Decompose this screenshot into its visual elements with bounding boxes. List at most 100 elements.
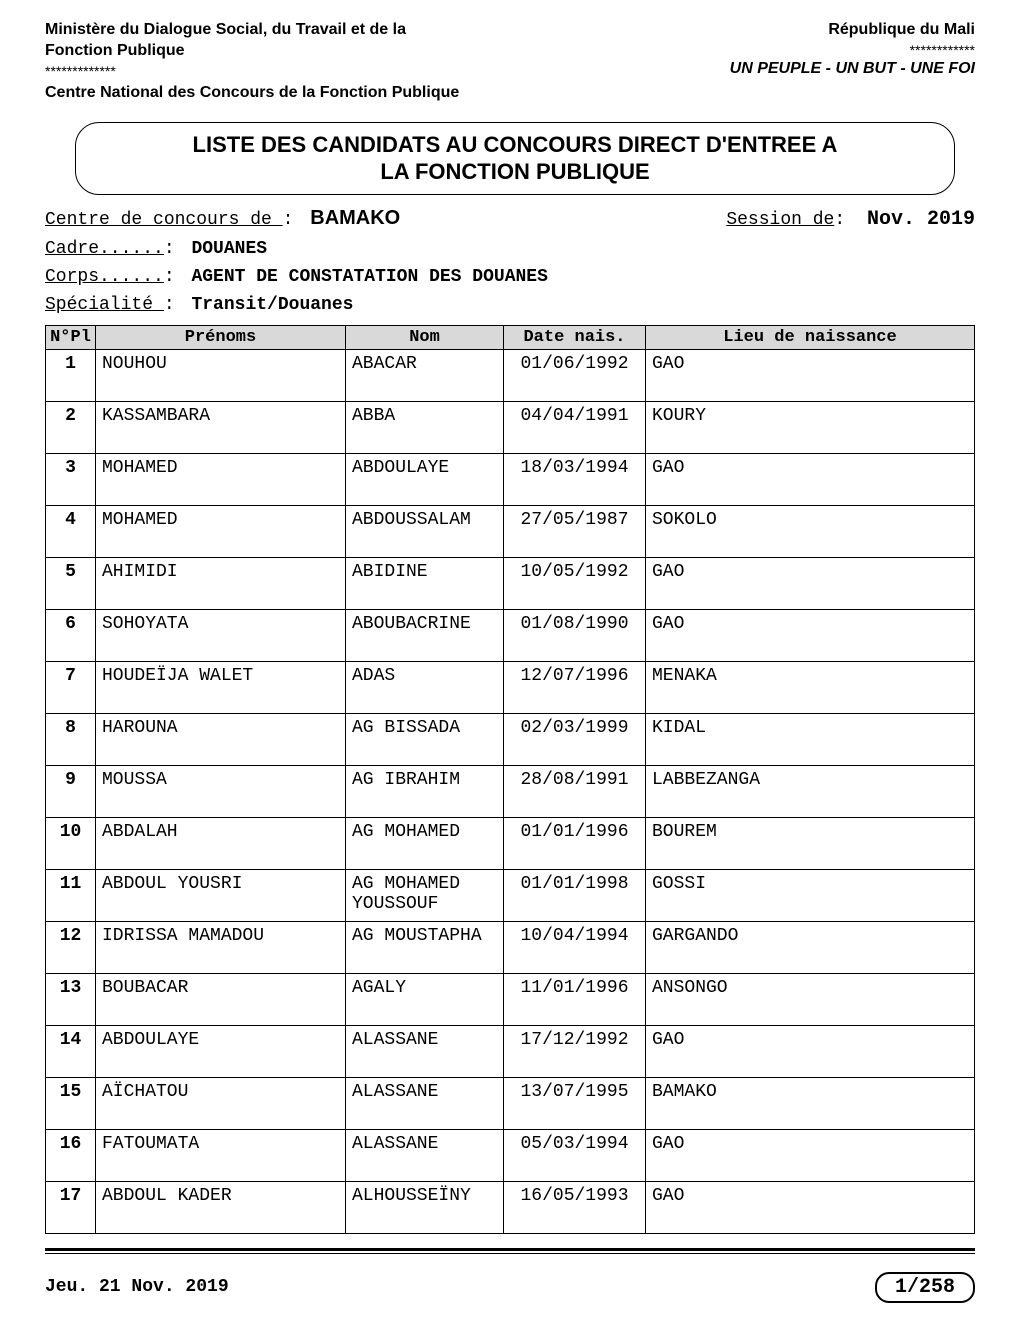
cell-npl: 8 xyxy=(46,713,96,765)
table-row: 17ABDOUL KADERALHOUSSEÏNY16/05/1993GAO xyxy=(46,1181,975,1233)
table-row: 3MOHAMEDABDOULAYE18/03/1994GAO xyxy=(46,453,975,505)
cell-npl: 7 xyxy=(46,661,96,713)
col-header-prenoms: Prénoms xyxy=(96,325,346,349)
cell-date: 01/06/1992 xyxy=(504,349,646,401)
corps-value: AGENT DE CONSTATATION DES DOUANES xyxy=(191,267,547,287)
table-row: 9MOUSSAAG IBRAHIM28/08/1991LABBEZANGA xyxy=(46,765,975,817)
table-row: 15AÏCHATOUALASSANE13/07/1995BAMAKO xyxy=(46,1077,975,1129)
table-row: 5AHIMIDIABIDINE10/05/1992GAO xyxy=(46,557,975,609)
cell-npl: 17 xyxy=(46,1181,96,1233)
cell-nom: ADAS xyxy=(346,661,504,713)
cell-nom: AG IBRAHIM xyxy=(346,765,504,817)
meta-cadre: Cadre......: DOUANES xyxy=(45,239,975,259)
cell-nom: ABACAR xyxy=(346,349,504,401)
cell-date: 04/04/1991 xyxy=(504,401,646,453)
cell-npl: 15 xyxy=(46,1077,96,1129)
cell-npl: 4 xyxy=(46,505,96,557)
centre-label: Centre de concours de xyxy=(45,210,283,230)
col-header-lieu: Lieu de naissance xyxy=(646,325,975,349)
motto: UN PEUPLE - UN BUT - UNE FOI xyxy=(730,60,975,77)
cell-lieu: GAO xyxy=(646,1181,975,1233)
cell-lieu: ANSONGO xyxy=(646,973,975,1025)
cadre-value: DOUANES xyxy=(191,239,267,259)
cell-nom: ALASSANE xyxy=(346,1077,504,1129)
centre-value: BAMAKO xyxy=(310,207,400,230)
page-root: Ministère du Dialogue Social, du Travail… xyxy=(0,0,1020,1323)
cell-date: 13/07/1995 xyxy=(504,1077,646,1129)
specialite-value: Transit/Douanes xyxy=(191,295,353,315)
colon: : xyxy=(164,295,186,315)
cell-lieu: SOKOLO xyxy=(646,505,975,557)
cell-prenom: ABDALAH xyxy=(96,817,346,869)
cell-nom: ALHOUSSEÏNY xyxy=(346,1181,504,1233)
cell-date: 10/04/1994 xyxy=(504,921,646,973)
rule-thick xyxy=(45,1248,975,1251)
cell-npl: 16 xyxy=(46,1129,96,1181)
header-left: Ministère du Dialogue Social, du Travail… xyxy=(45,20,557,80)
cell-prenom: MOHAMED xyxy=(96,505,346,557)
cell-lieu: GAO xyxy=(646,349,975,401)
title-box: LISTE DES CANDIDATS AU CONCOURS DIRECT D… xyxy=(75,122,955,195)
cell-date: 18/03/1994 xyxy=(504,453,646,505)
title-line2: LA FONCTION PUBLIQUE xyxy=(106,158,924,186)
cell-prenom: HOUDEÏJA WALET xyxy=(96,661,346,713)
table-row: 2KASSAMBARAABBA04/04/1991KOURY xyxy=(46,401,975,453)
colon: : xyxy=(834,210,856,230)
cell-npl: 13 xyxy=(46,973,96,1025)
table-row: 13BOUBACARAGALY11/01/1996ANSONGO xyxy=(46,973,975,1025)
cell-npl: 14 xyxy=(46,1025,96,1077)
footer-date: Jeu. 21 Nov. 2019 xyxy=(45,1277,229,1297)
table-head: N°Pl Prénoms Nom Date nais. Lieu de nais… xyxy=(46,325,975,349)
cell-nom: AG MOHAMED xyxy=(346,817,504,869)
cell-date: 11/01/1996 xyxy=(504,973,646,1025)
session-block: Session de: Nov. 2019 xyxy=(726,208,975,231)
cell-lieu: MENAKA xyxy=(646,661,975,713)
candidates-table: N°Pl Prénoms Nom Date nais. Lieu de nais… xyxy=(45,325,975,1234)
table-header-row: N°Pl Prénoms Nom Date nais. Lieu de nais… xyxy=(46,325,975,349)
cell-date: 02/03/1999 xyxy=(504,713,646,765)
cell-date: 12/07/1996 xyxy=(504,661,646,713)
cell-lieu: GOSSI xyxy=(646,869,975,921)
col-header-npl: N°Pl xyxy=(46,325,96,349)
col-header-date: Date nais. xyxy=(504,325,646,349)
session-value: Nov. 2019 xyxy=(867,208,975,231)
cell-date: 28/08/1991 xyxy=(504,765,646,817)
table-row: 8HAROUNAAG BISSADA02/03/1999KIDAL xyxy=(46,713,975,765)
cell-nom: ALASSANE xyxy=(346,1129,504,1181)
cell-prenom: ABDOUL YOUSRI xyxy=(96,869,346,921)
cell-npl: 11 xyxy=(46,869,96,921)
cell-prenom: ABDOUL KADER xyxy=(96,1181,346,1233)
table-row: 11ABDOUL YOUSRIAG MOHAMED YOUSSOUF01/01/… xyxy=(46,869,975,921)
title-line1: LISTE DES CANDIDATS AU CONCOURS DIRECT D… xyxy=(106,131,924,159)
centre-name: Centre National des Concours de la Fonct… xyxy=(45,84,975,102)
colon: : xyxy=(164,239,186,259)
colon: : xyxy=(283,210,305,230)
cell-lieu: KOURY xyxy=(646,401,975,453)
cell-prenom: NOUHOU xyxy=(96,349,346,401)
ministry-line1: Ministère du Dialogue Social, du Travail… xyxy=(45,20,557,41)
cell-date: 10/05/1992 xyxy=(504,557,646,609)
cell-prenom: AÏCHATOU xyxy=(96,1077,346,1129)
cell-npl: 5 xyxy=(46,557,96,609)
cell-lieu: BAMAKO xyxy=(646,1077,975,1129)
cell-lieu: GAO xyxy=(646,1025,975,1077)
specialite-label: Spécialité xyxy=(45,295,164,315)
page-number: 1/258 xyxy=(875,1272,975,1303)
table-row: 16FATOUMATAALASSANE05/03/1994GAO xyxy=(46,1129,975,1181)
header-right: République du Mali ************ UN PEUPL… xyxy=(603,20,975,80)
footer: Jeu. 21 Nov. 2019 1/258 xyxy=(45,1272,975,1323)
cell-lieu: GAO xyxy=(646,609,975,661)
cell-npl: 2 xyxy=(46,401,96,453)
cell-prenom: FATOUMATA xyxy=(96,1129,346,1181)
cell-nom: AG MOHAMED YOUSSOUF xyxy=(346,869,504,921)
cell-nom: AG BISSADA xyxy=(346,713,504,765)
table-row: 6SOHOYATAABOUBACRINE01/08/1990GAO xyxy=(46,609,975,661)
cell-prenom: HAROUNA xyxy=(96,713,346,765)
session-label: Session de xyxy=(726,210,834,230)
cell-lieu: GAO xyxy=(646,1129,975,1181)
cell-date: 01/01/1998 xyxy=(504,869,646,921)
cell-date: 16/05/1993 xyxy=(504,1181,646,1233)
table-body: 1NOUHOUABACAR01/06/1992GAO2KASSAMBARAABB… xyxy=(46,349,975,1233)
table-row: 1NOUHOUABACAR01/06/1992GAO xyxy=(46,349,975,401)
cell-lieu: KIDAL xyxy=(646,713,975,765)
